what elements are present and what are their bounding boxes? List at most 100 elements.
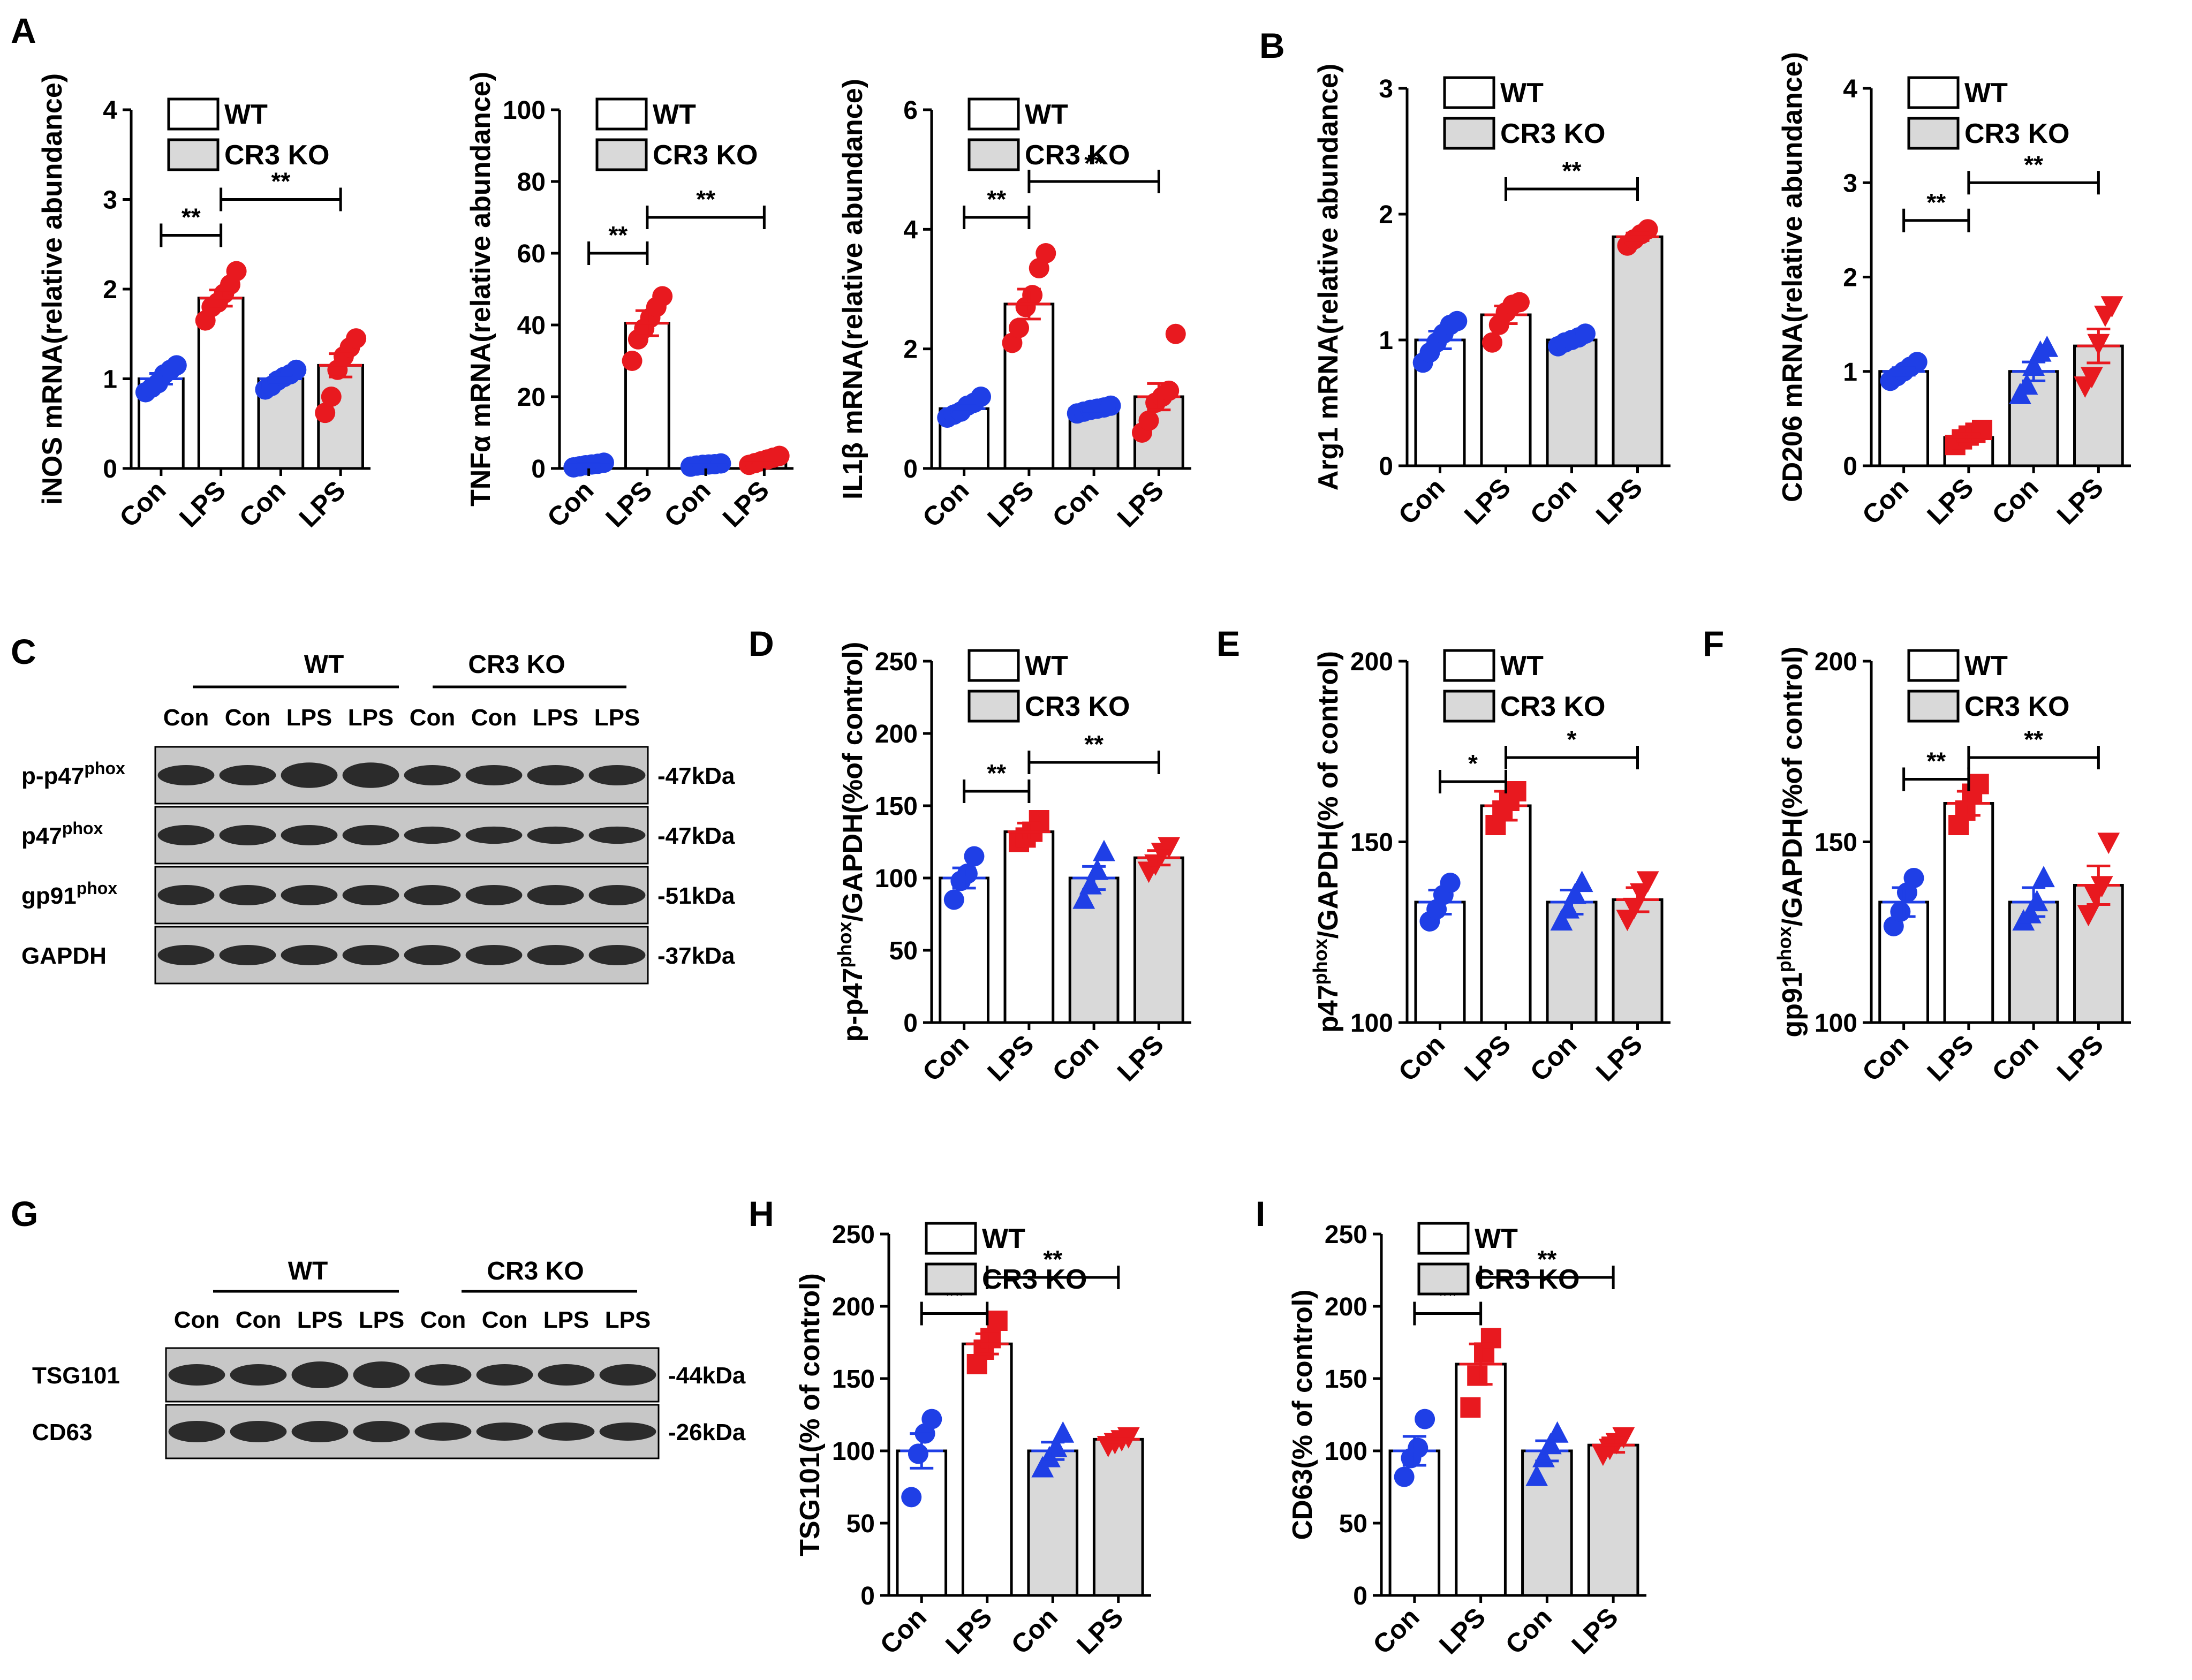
y-axis-label: TSG101(% of control): [795, 1273, 826, 1556]
bar-lps: [1612, 235, 1664, 467]
x-tick-label: LPS: [940, 1602, 997, 1660]
data-point: [964, 846, 985, 867]
blot-c-band: [527, 945, 584, 965]
data-point: [166, 355, 187, 376]
data-point: [1035, 243, 1056, 263]
y-label-rest: /GAPDH(%of control): [837, 642, 868, 922]
y-tick-label: 0: [531, 455, 546, 483]
y-tick-label: 1: [1843, 358, 1857, 387]
data-point: [593, 452, 614, 473]
legend-swatch-wt: [967, 97, 1020, 131]
data-point: [315, 403, 336, 423]
bar-lps: [961, 1342, 1013, 1597]
blot-g-lane-label: Con: [236, 1307, 282, 1333]
x-tick-label: Con: [541, 475, 599, 533]
x-tick-label: Con: [1856, 472, 1914, 530]
blot-g-row-label: TSG101: [32, 1363, 120, 1389]
y-tick-label: 200: [875, 720, 918, 748]
y-tick-label: 3: [1379, 75, 1393, 103]
blot-c-band: [527, 885, 584, 905]
blot-c-band: [465, 826, 523, 844]
legend-label-ko: CR3 KO: [1025, 691, 1130, 722]
legend-label-ko: CR3 KO: [653, 140, 758, 171]
data-point: [1460, 1397, 1481, 1418]
blot-c-row-label: GAPDH: [21, 943, 107, 969]
data-point: [1550, 909, 1573, 931]
y-tick-label: 20: [517, 383, 546, 412]
data-point: [321, 387, 342, 407]
legend-swatch-ko: [1417, 1262, 1470, 1296]
y-tick-label: 2: [1843, 264, 1857, 292]
y-tick-label: 200: [1325, 1293, 1367, 1321]
chart-inos: 0 1 2 3 4 iNOS mRNA(relative abundance) ** ** Co…: [37, 73, 371, 533]
legend-swatch-ko: [167, 138, 220, 171]
legend-swatch-ko: [1443, 117, 1495, 150]
blot-g-band: [291, 1421, 349, 1442]
blot-g-band: [538, 1422, 595, 1441]
data-point: [1009, 317, 1030, 338]
blot-c-lane-label: Con: [471, 705, 517, 731]
data-point: [1394, 1466, 1415, 1487]
y-tick-label: 250: [875, 648, 918, 676]
bar-lps: [1587, 1443, 1639, 1597]
blot-c-band: [404, 945, 461, 965]
y-tick-label: 150: [832, 1365, 875, 1394]
y-tick-label: 150: [1325, 1365, 1367, 1394]
blot-g-lane-label: LPS: [297, 1307, 343, 1333]
data-point: [1072, 887, 1095, 909]
x-tick-label: LPS: [1433, 1602, 1491, 1660]
y-tick-label: 6: [903, 96, 918, 125]
blot-g-band: [168, 1364, 225, 1386]
blot-c-band: [219, 885, 276, 905]
blot-c-lane-label: Con: [410, 705, 456, 731]
data-point: [987, 1311, 1008, 1331]
x-tick-label: LPS: [2051, 1029, 2109, 1087]
data-point: [901, 1487, 922, 1508]
blot-g-band: [476, 1364, 533, 1386]
blot-g-lane-label: Con: [420, 1307, 466, 1333]
x-tick-label: Con: [114, 475, 171, 533]
y-label-main: TNFα mRNA(relative abundance): [465, 72, 496, 506]
blot-c-band: [404, 826, 461, 844]
y-tick-label: 50: [1339, 1510, 1367, 1538]
y-tick-label: 150: [1350, 829, 1393, 857]
panel-letter-h: H: [749, 1194, 774, 1233]
data-point: [908, 1443, 928, 1464]
y-label-sup: phox: [1309, 939, 1331, 985]
sig-label: *: [1468, 750, 1478, 777]
blot-row-name: TSG101: [32, 1363, 120, 1389]
y-tick-label: 200: [1350, 648, 1393, 676]
legend-label-wt: WT: [1500, 78, 1544, 109]
blot-row-sup: phox: [84, 759, 125, 778]
blot-c-row-label: p-p47phox: [21, 759, 125, 789]
x-tick-label: LPS: [1590, 472, 1648, 530]
panel-letter-d: D: [749, 624, 774, 663]
panel-letter-g: G: [11, 1194, 38, 1233]
data-point: [1623, 897, 1646, 919]
x-tick-label: Con: [917, 475, 974, 533]
bar-con: [2008, 370, 2059, 467]
legend-swatch-wt: [1443, 649, 1495, 682]
y-tick-label: 250: [832, 1221, 875, 1249]
y-tick-label: 100: [875, 865, 918, 893]
x-tick-label: LPS: [600, 475, 657, 533]
x-tick-label: LPS: [1566, 1602, 1624, 1660]
legend-label-wt: WT: [1500, 650, 1544, 682]
blot-c-kda-label: -47kDa: [657, 763, 735, 789]
y-tick-label: 0: [903, 455, 918, 483]
y-tick-label: 100: [1325, 1437, 1367, 1466]
y-tick-label: 150: [1815, 829, 1857, 857]
legend-swatch-ko: [967, 690, 1020, 723]
blot-g-band: [291, 1361, 349, 1388]
data-point: [1525, 1464, 1548, 1486]
y-tick-label: 1: [103, 366, 117, 394]
bar-lps: [1480, 804, 1532, 1024]
sig-label: **: [1926, 747, 1946, 775]
bar-lps: [1003, 830, 1055, 1024]
blot-g-group-wt: WT: [288, 1257, 328, 1285]
bar-con: [1546, 900, 1598, 1024]
blot-g-group-ko: CR3 KO: [487, 1257, 584, 1285]
data-point: [1117, 1427, 1140, 1449]
